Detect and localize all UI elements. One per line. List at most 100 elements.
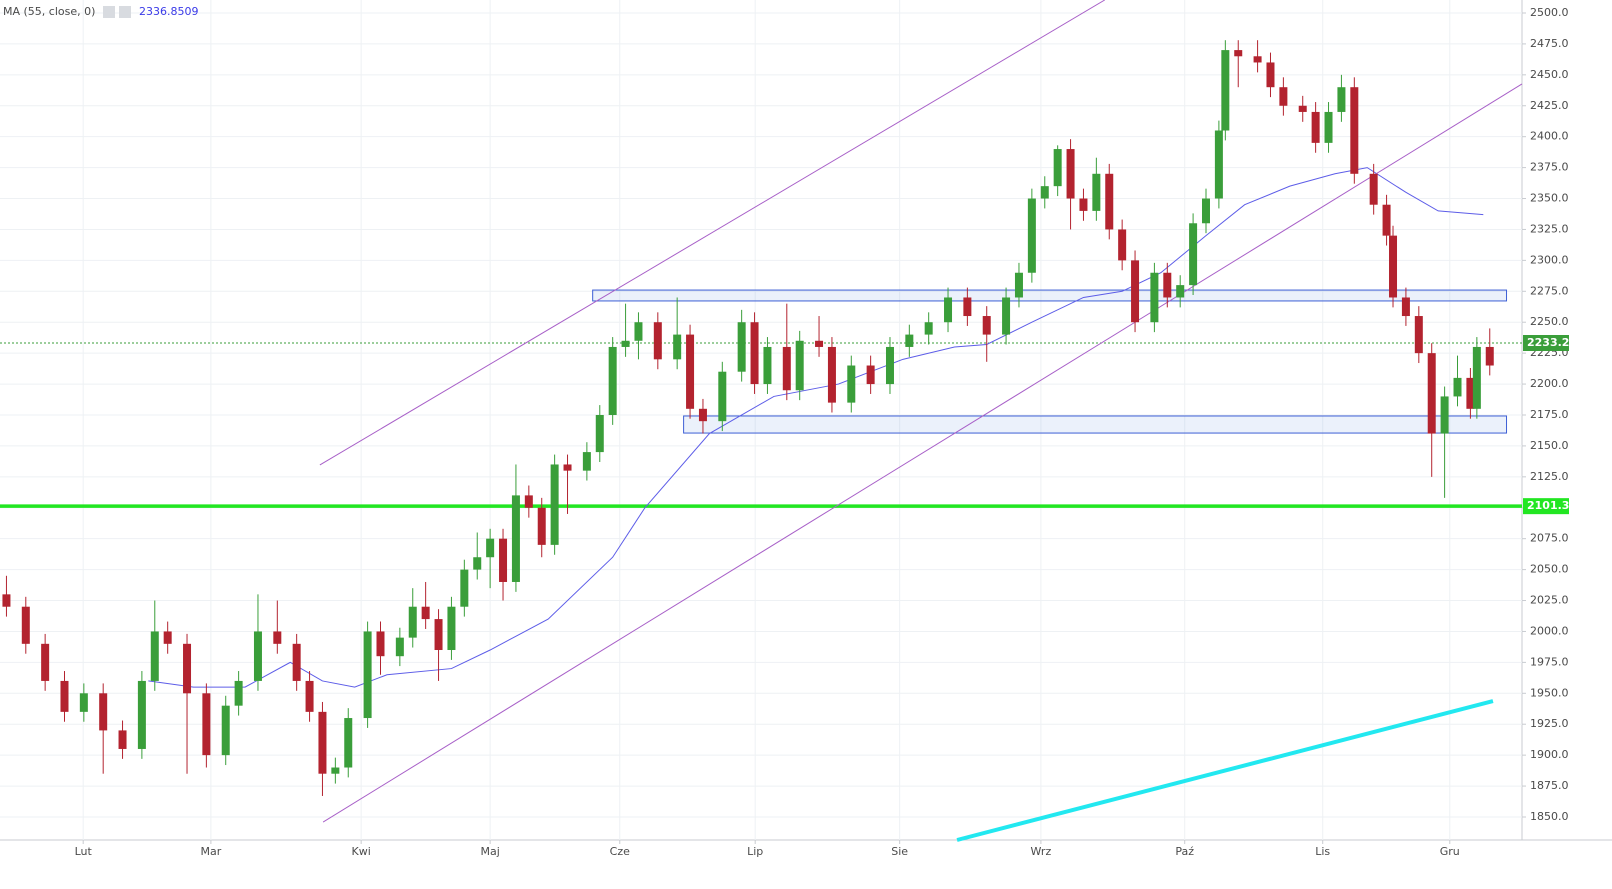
- y-tick-label: 2500.0: [1530, 6, 1569, 19]
- y-tick-label: 2400.0: [1530, 130, 1569, 143]
- plot-area: [0, 0, 1523, 842]
- candle-body: [582, 452, 591, 471]
- candle-body: [1066, 149, 1075, 199]
- x-tick-label: Kwi: [352, 845, 371, 858]
- candle-body: [1311, 111, 1320, 143]
- trend-line: [956, 699, 1494, 842]
- candle-body: [1279, 87, 1288, 106]
- candle-body: [499, 538, 508, 582]
- y-tick-label: 2000.0: [1530, 624, 1569, 637]
- candle-body: [1324, 111, 1333, 143]
- x-tick-label: Mar: [201, 845, 222, 858]
- candle-body: [79, 693, 88, 712]
- x-tick-label: Cze: [610, 845, 630, 858]
- candle-body: [537, 507, 546, 545]
- candle-body: [698, 408, 707, 422]
- candle-body: [686, 334, 695, 409]
- y-tick-label: 1900.0: [1530, 748, 1569, 761]
- y-tick-label: 2450.0: [1530, 68, 1569, 81]
- candle-body: [273, 631, 282, 644]
- candle-body: [486, 538, 495, 558]
- candle-body: [866, 365, 875, 385]
- candle-body: [221, 705, 230, 756]
- candle-body: [1298, 105, 1307, 112]
- y-tick-label: 2125.0: [1530, 470, 1569, 483]
- candle-body: [150, 631, 159, 681]
- candle-body: [827, 346, 836, 403]
- candle-body: [434, 619, 443, 651]
- candle-body: [163, 631, 172, 644]
- y-tick-label: 1950.0: [1530, 686, 1569, 699]
- y-tick-label: 2150.0: [1530, 439, 1569, 452]
- candle-body: [795, 340, 804, 391]
- candle-body: [1427, 353, 1436, 434]
- candle-body: [511, 495, 520, 582]
- x-tick-label: Lis: [1315, 845, 1330, 858]
- x-tick-label: Lip: [747, 845, 763, 858]
- candle-body: [750, 322, 759, 385]
- y-tick-label: 2250.0: [1530, 315, 1569, 328]
- trend-line: [319, 0, 1105, 466]
- candle-body: [737, 322, 746, 372]
- candle-body: [563, 464, 572, 471]
- close-icon[interactable]: [119, 6, 131, 18]
- y-tick-label: 1875.0: [1530, 779, 1569, 792]
- candle-body: [1163, 272, 1172, 298]
- candle-body: [1466, 377, 1475, 409]
- candle-body: [944, 297, 953, 323]
- candle-body: [137, 680, 146, 749]
- candle-body: [524, 495, 533, 508]
- candle-body: [202, 693, 211, 756]
- y-tick-label: 2175.0: [1530, 408, 1569, 421]
- settings-icon[interactable]: [103, 6, 115, 18]
- candle-body: [344, 718, 353, 768]
- candle-body: [395, 637, 404, 657]
- indicator-label: MA (55, close, 0): [3, 5, 95, 18]
- y-tick-label: 2025.0: [1530, 594, 1569, 607]
- candle-body: [1092, 173, 1101, 211]
- candle-body: [1266, 62, 1275, 88]
- price-label-box: [1523, 498, 1569, 515]
- price-label: 2101.3: [1527, 499, 1569, 512]
- zone: [683, 415, 1508, 434]
- x-tick-label: Lut: [75, 845, 93, 858]
- y-tick-label: 2325.0: [1530, 222, 1569, 235]
- indicator-value: 2336.8509: [139, 5, 199, 18]
- candle-body: [763, 346, 772, 385]
- candle-body: [847, 365, 856, 403]
- candle-body: [1040, 186, 1049, 199]
- candle-body: [447, 606, 456, 651]
- candle-body: [653, 322, 662, 360]
- candle-body: [376, 631, 385, 657]
- price-label: 2233.2: [1527, 336, 1569, 349]
- y-tick-label: 2050.0: [1530, 563, 1569, 576]
- candle-body: [331, 767, 340, 774]
- candle-body: [1472, 346, 1481, 409]
- trend-line: [322, 83, 1523, 823]
- x-tick-label: Maj: [480, 845, 499, 858]
- candle-body: [1440, 396, 1449, 434]
- candle-body: [118, 730, 127, 749]
- y-tick-label: 1925.0: [1530, 717, 1569, 730]
- candle-body: [1053, 149, 1062, 187]
- candle-body: [253, 631, 262, 681]
- y-tick-label: 1850.0: [1530, 810, 1569, 823]
- candle-body: [292, 643, 301, 681]
- candle-body: [673, 334, 682, 360]
- candle-body: [1079, 198, 1088, 211]
- x-tick-label: Wrz: [1031, 845, 1052, 858]
- candle-body: [1389, 235, 1398, 298]
- candle-body: [905, 334, 914, 347]
- candle-body: [1150, 272, 1159, 323]
- candle-body: [1350, 87, 1359, 174]
- candle-body: [982, 316, 991, 335]
- zone: [592, 289, 1508, 302]
- candle-body: [885, 346, 894, 385]
- candle-body: [1234, 50, 1243, 57]
- candle-body: [1214, 130, 1223, 199]
- candle-body: [1105, 173, 1114, 230]
- candle-body: [318, 711, 327, 774]
- x-tick-label: Sie: [891, 845, 908, 858]
- y-tick-label: 2475.0: [1530, 37, 1569, 50]
